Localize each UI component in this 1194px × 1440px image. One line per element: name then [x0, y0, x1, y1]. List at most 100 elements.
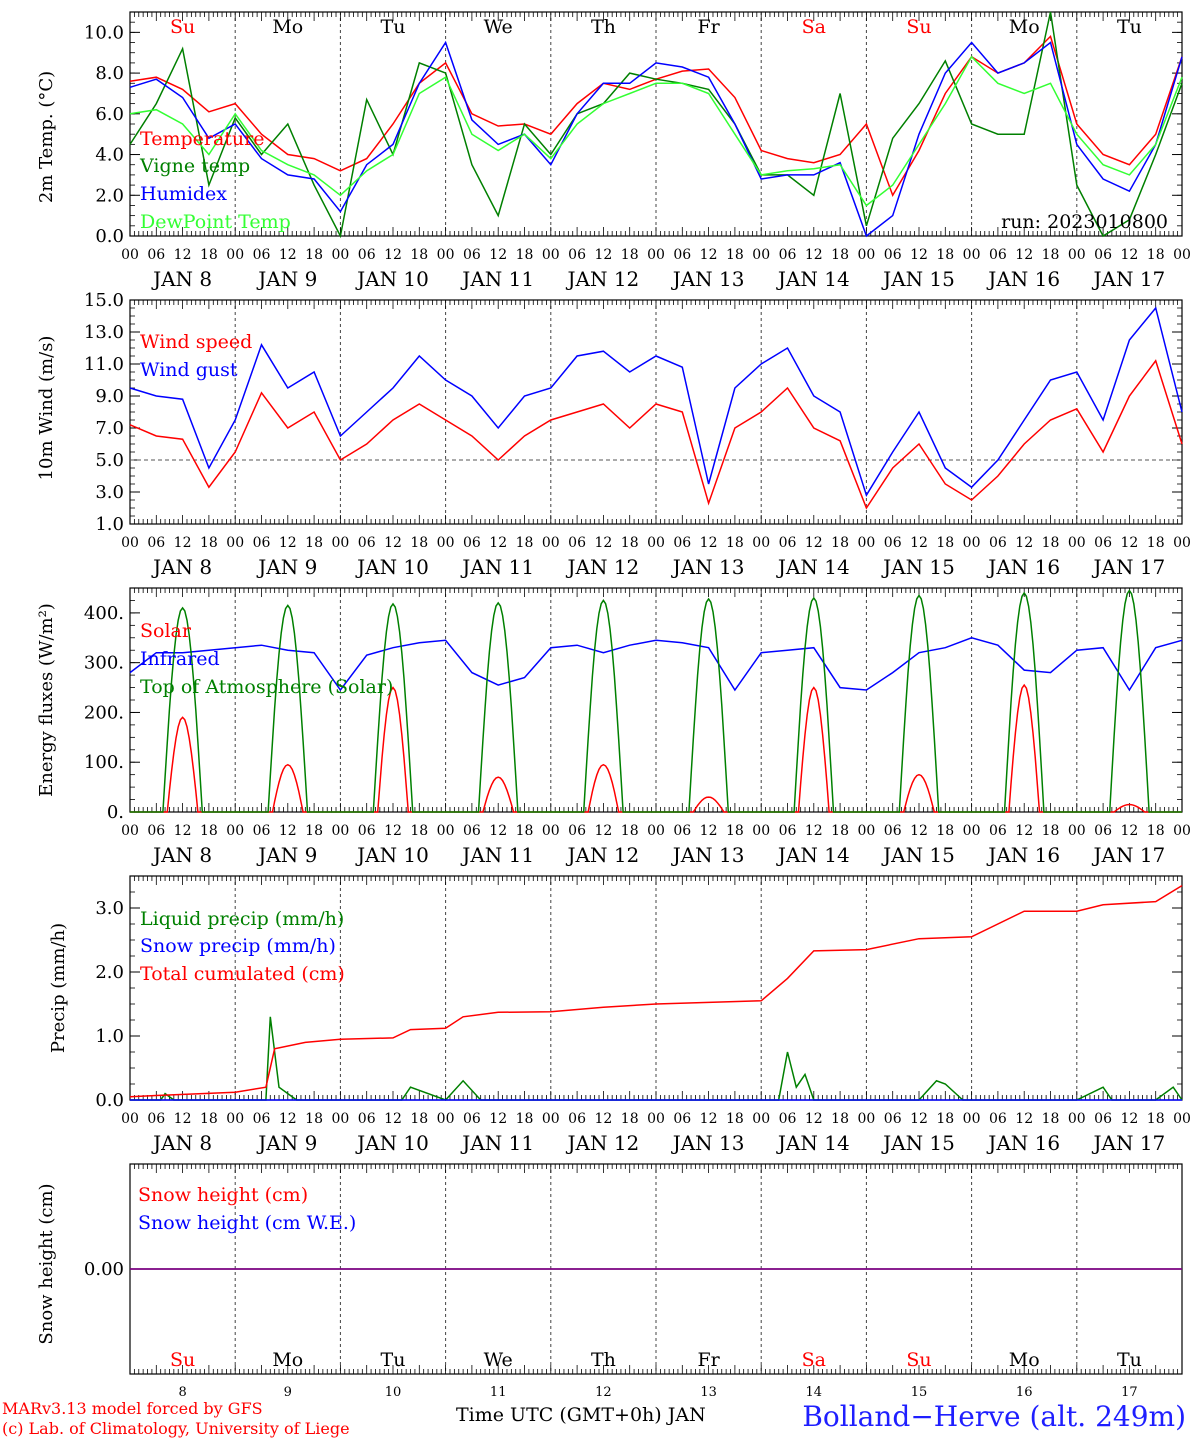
series-line-dewpoint-temp [129, 55, 1183, 207]
hour-label: 18 [621, 1111, 639, 1127]
day-name-bottom: Su [170, 1349, 195, 1371]
hour-label: 18 [1147, 247, 1165, 263]
hour-label: 12 [594, 823, 612, 839]
hour-label: 06 [253, 535, 271, 551]
hour-label: 18 [936, 823, 954, 839]
date-label: JAN 13 [671, 843, 745, 867]
hour-label: 18 [621, 535, 639, 551]
day-number: 13 [700, 1385, 717, 1400]
panel3-ylabel: Energy fluxes (W/m²) [36, 603, 57, 797]
hour-label: 06 [884, 1111, 902, 1127]
day-name-bottom: Th [591, 1349, 616, 1371]
hour-label: 12 [1015, 823, 1033, 839]
hour-label: 00 [226, 823, 244, 839]
hour-label: 18 [726, 535, 744, 551]
hour-label: 12 [279, 535, 297, 551]
hour-label: 00 [542, 1111, 560, 1127]
panel2-ylabel: 10m Wind (m/s) [36, 336, 57, 481]
panel-3 [129, 587, 1183, 813]
hour-label: 06 [989, 535, 1007, 551]
panel1-ylabel: 2m Temp. (°C) [36, 71, 57, 203]
hour-label: 12 [910, 535, 928, 551]
panel1-legend-vigne: Vigne temp [139, 155, 250, 177]
y-tick-label: 10.0 [84, 22, 124, 43]
hour-label: 00 [331, 1111, 349, 1127]
date-label: JAN 8 [151, 1131, 212, 1155]
hour-label: 12 [489, 535, 507, 551]
hour-label: 18 [516, 535, 534, 551]
series-line-humidex [129, 40, 1183, 238]
hour-label: 00 [437, 247, 455, 263]
hour-label: 06 [463, 247, 481, 263]
hour-label: 00 [331, 823, 349, 839]
hour-label: 18 [936, 535, 954, 551]
hour-label: 06 [358, 1111, 376, 1127]
series-line-wind-speed [129, 359, 1183, 510]
hour-label: 00 [857, 1111, 875, 1127]
hour-label: 06 [253, 247, 271, 263]
day-name-top: Tu [381, 16, 406, 38]
hour-label: 18 [1042, 1111, 1060, 1127]
hour-label: 18 [1042, 535, 1060, 551]
date-label: JAN 16 [986, 843, 1060, 867]
panel-frame [129, 299, 1183, 525]
hour-label: 00 [963, 823, 981, 839]
series-line-total-cumulated-cm- [129, 884, 1183, 1098]
hour-label: 18 [1147, 535, 1165, 551]
panel4-ylabel: Precip (mm/h) [48, 923, 69, 1053]
hour-label: 00 [437, 823, 455, 839]
date-label: JAN 14 [776, 267, 850, 291]
hour-label: 00 [542, 247, 560, 263]
hour-label: 18 [831, 535, 849, 551]
date-label: JAN 16 [986, 267, 1060, 291]
y-tick-label: 8.0 [95, 63, 124, 84]
hour-label: 06 [463, 535, 481, 551]
day-name-bottom: Mo [1009, 1349, 1040, 1371]
hour-label: 00 [331, 535, 349, 551]
hour-label: 12 [1120, 247, 1138, 263]
hour-label: 00 [1068, 535, 1086, 551]
hour-label: 18 [516, 1111, 534, 1127]
date-label: JAN 13 [671, 267, 745, 291]
day-number: 16 [1016, 1385, 1033, 1400]
hour-label: 00 [752, 823, 770, 839]
hour-label: 00 [963, 535, 981, 551]
date-label: JAN 8 [151, 843, 212, 867]
hour-label: 06 [779, 1111, 797, 1127]
hour-label: 12 [910, 247, 928, 263]
hour-label: 00 [542, 535, 560, 551]
series-line-wind-gust [129, 306, 1183, 497]
hour-label: 12 [594, 247, 612, 263]
date-label: JAN 15 [881, 267, 955, 291]
hour-label: 06 [1094, 1111, 1112, 1127]
y-tick-label: 3.0 [95, 482, 124, 503]
hour-label: 18 [1147, 1111, 1165, 1127]
hour-label: 18 [516, 247, 534, 263]
y-tick-label: 1.0 [95, 514, 124, 535]
day-number: 14 [806, 1385, 823, 1400]
hour-label: 00 [121, 823, 139, 839]
hour-label: 12 [700, 247, 718, 263]
y-tick-label: 200. [84, 702, 124, 723]
hour-label: 00 [857, 535, 875, 551]
y-tick-label: 100. [84, 752, 124, 773]
date-label: JAN 11 [460, 1131, 534, 1155]
hour-label: 06 [673, 1111, 691, 1127]
day-name-top: Tu [1117, 16, 1142, 38]
hour-label: 00 [1068, 1111, 1086, 1127]
hour-label: 06 [884, 247, 902, 263]
date-label: JAN 9 [256, 267, 317, 291]
panel3-legend-solar: Solar [140, 620, 192, 642]
date-label: JAN 13 [671, 1131, 745, 1155]
day-name-top: Mo [272, 16, 303, 38]
date-label: JAN 16 [986, 1131, 1060, 1155]
hour-label: 18 [726, 247, 744, 263]
hour-label: 12 [700, 823, 718, 839]
day-name-top: Mo [1009, 16, 1040, 38]
hour-label: 00 [121, 535, 139, 551]
hour-label: 00 [752, 1111, 770, 1127]
day-name-bottom: Tu [381, 1349, 406, 1371]
hour-label: 00 [437, 1111, 455, 1127]
hour-label: 00 [963, 247, 981, 263]
